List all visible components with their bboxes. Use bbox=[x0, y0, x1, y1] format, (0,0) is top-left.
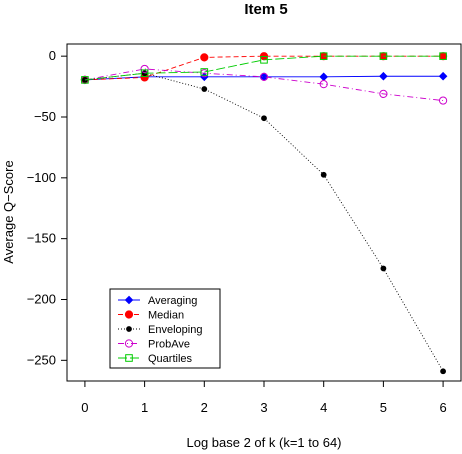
data-point-quartiles bbox=[200, 68, 209, 76]
legend-marker-averaging bbox=[124, 295, 134, 305]
series-quartiles bbox=[81, 52, 447, 84]
data-point-quartiles bbox=[439, 52, 447, 60]
legend-label: ProbAve bbox=[148, 339, 190, 351]
x-tick-label: 4 bbox=[320, 400, 327, 415]
legend-label: Averaging bbox=[148, 295, 197, 307]
legend-marker-probave bbox=[124, 339, 134, 348]
data-point-probave bbox=[379, 89, 388, 98]
x-axis-label: Log base 2 of k (k=1 to 64) bbox=[186, 435, 341, 450]
data-point-quartiles bbox=[140, 69, 149, 77]
x-axis: 0 1 2 3 4 5 6 bbox=[81, 381, 447, 415]
data-point-quartiles bbox=[260, 56, 268, 64]
x-tick-label: 2 bbox=[201, 400, 208, 415]
y-tick-label: −250 bbox=[27, 352, 56, 367]
legend-marker-median bbox=[124, 310, 134, 319]
data-point-probave bbox=[438, 96, 448, 105]
data-point-enveloping bbox=[201, 86, 208, 92]
legend-label: Quartiles bbox=[148, 353, 193, 365]
x-tick-label: 3 bbox=[260, 400, 267, 415]
legend: Averaging Median Enveloping ProbAve Quartile… bbox=[109, 288, 221, 369]
legend-label: Median bbox=[148, 310, 184, 322]
x-tick-label: 6 bbox=[439, 400, 446, 415]
series-line-probave bbox=[84, 68, 444, 102]
data-point-probave bbox=[140, 64, 149, 74]
data-point-enveloping bbox=[440, 368, 446, 375]
legend-label: Enveloping bbox=[148, 324, 202, 336]
y-tick-label: 0 bbox=[49, 48, 56, 63]
legend-marker-quartiles bbox=[125, 354, 133, 362]
series-probave bbox=[80, 64, 448, 105]
y-tick-label: −200 bbox=[27, 291, 56, 306]
x-tick-label: 1 bbox=[141, 400, 148, 415]
x-tick-label: 5 bbox=[380, 400, 387, 415]
y-axis: 0 −50 −100 −150 −200 −250 bbox=[27, 48, 67, 367]
series-layer bbox=[80, 52, 448, 375]
x-tick-label: 0 bbox=[81, 400, 88, 415]
y-tick-label: −50 bbox=[34, 109, 56, 124]
data-point-averaging bbox=[319, 72, 329, 82]
data-point-probave bbox=[259, 72, 269, 81]
data-point-quartiles bbox=[379, 52, 388, 60]
data-point-averaging bbox=[438, 71, 448, 81]
y-tick-label: −100 bbox=[27, 170, 56, 185]
chart-title: Item 5 bbox=[244, 1, 287, 18]
data-point-median bbox=[200, 53, 209, 62]
data-point-enveloping bbox=[380, 265, 387, 272]
data-point-quartiles bbox=[81, 76, 89, 84]
data-point-probave bbox=[319, 80, 328, 89]
y-axis-label: Average Q−Score bbox=[1, 160, 16, 263]
data-point-quartiles bbox=[319, 52, 328, 60]
legend-marker-enveloping bbox=[126, 326, 132, 332]
data-point-enveloping bbox=[320, 171, 327, 178]
data-point-enveloping bbox=[261, 115, 267, 122]
y-tick-label: −150 bbox=[27, 231, 56, 246]
data-point-median bbox=[438, 52, 448, 61]
series-line-quartiles bbox=[84, 55, 444, 81]
data-point-averaging bbox=[379, 71, 388, 81]
